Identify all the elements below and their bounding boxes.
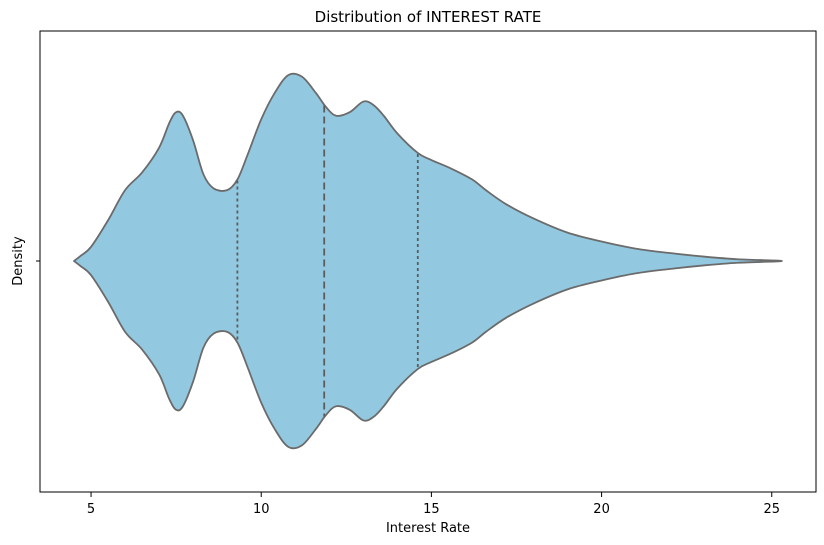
x-tick-label: 25	[763, 502, 780, 517]
x-axis: 5 10 15 20 25	[87, 492, 780, 517]
chart-title: Distribution of INTEREST RATE	[315, 8, 542, 26]
x-tick-label: 5	[87, 502, 95, 517]
x-tick-label: 15	[423, 502, 440, 517]
x-tick-label: 20	[593, 502, 610, 517]
x-axis-label: Interest Rate	[386, 521, 470, 536]
violin-layer	[73, 72, 783, 450]
violin-body	[73, 72, 783, 450]
y-axis-label: Density	[11, 236, 26, 286]
x-tick-label: 10	[253, 502, 270, 517]
